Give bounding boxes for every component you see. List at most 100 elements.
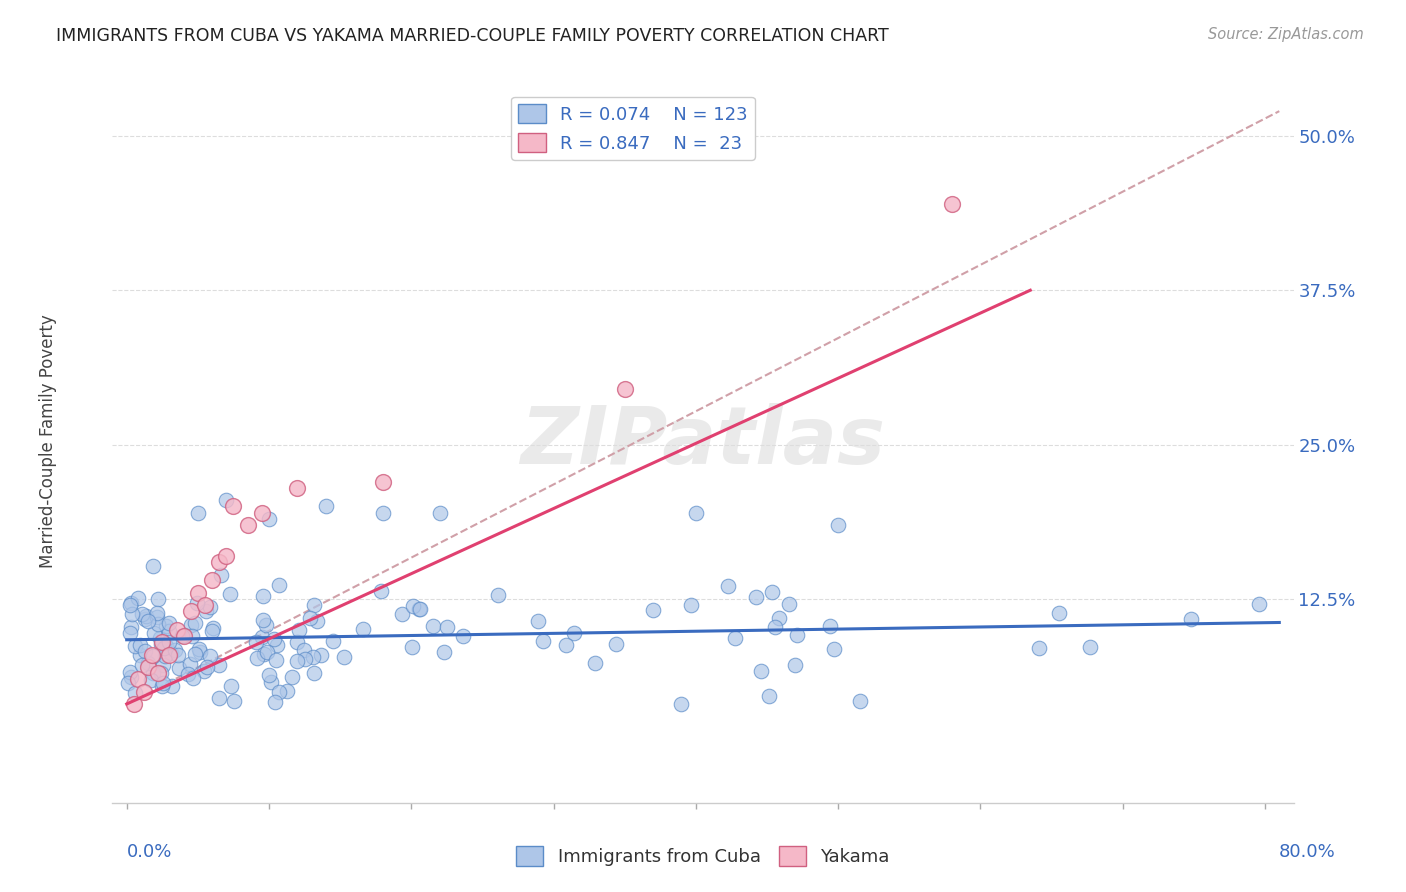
Text: ZIPatlas: ZIPatlas xyxy=(520,402,886,481)
Point xyxy=(264,695,287,709)
Point xyxy=(136,614,159,628)
Point xyxy=(219,586,242,600)
Point xyxy=(195,660,218,674)
Point xyxy=(749,664,772,678)
Point xyxy=(146,610,169,624)
Point xyxy=(786,628,808,642)
Point xyxy=(583,656,606,670)
Point xyxy=(146,606,169,620)
Point xyxy=(1047,606,1070,620)
Point xyxy=(219,680,242,694)
Point xyxy=(252,589,274,603)
Point xyxy=(141,673,163,688)
Point xyxy=(768,610,790,624)
Point xyxy=(118,598,141,612)
Point xyxy=(129,648,152,662)
Point xyxy=(276,683,298,698)
Point xyxy=(823,642,845,657)
Point xyxy=(181,671,204,685)
Point xyxy=(152,658,174,673)
Point xyxy=(179,657,201,671)
Point xyxy=(157,648,180,662)
Point xyxy=(166,648,188,662)
Point xyxy=(159,646,181,660)
Point xyxy=(134,612,156,626)
Point xyxy=(333,649,356,664)
Point xyxy=(180,604,202,618)
Point xyxy=(143,626,166,640)
Point xyxy=(281,669,304,683)
Point xyxy=(941,196,963,211)
Point xyxy=(141,648,163,662)
Point xyxy=(136,660,159,674)
Point xyxy=(201,621,224,635)
Point xyxy=(118,665,141,680)
Point xyxy=(402,599,425,613)
Point xyxy=(117,676,139,690)
Point xyxy=(401,640,423,655)
Point xyxy=(245,635,267,649)
Point xyxy=(267,578,290,592)
Point xyxy=(562,626,585,640)
Point xyxy=(758,689,780,703)
Point xyxy=(148,631,170,645)
Point xyxy=(408,602,430,616)
Point xyxy=(181,629,204,643)
Point xyxy=(685,506,707,520)
Point xyxy=(370,584,392,599)
Point xyxy=(121,607,143,621)
Point xyxy=(371,506,394,520)
Point xyxy=(180,618,202,632)
Point xyxy=(120,670,142,684)
Point xyxy=(717,579,740,593)
Point xyxy=(783,657,806,672)
Point xyxy=(1078,640,1101,654)
Point xyxy=(422,618,444,632)
Point xyxy=(131,658,153,673)
Point xyxy=(257,668,280,682)
Point xyxy=(155,639,177,653)
Point xyxy=(605,636,627,650)
Point xyxy=(246,650,269,665)
Point xyxy=(409,601,432,615)
Point xyxy=(779,597,801,611)
Point xyxy=(188,646,211,660)
Point xyxy=(201,624,224,639)
Point xyxy=(436,619,458,633)
Point xyxy=(201,574,224,588)
Point xyxy=(136,656,159,670)
Point xyxy=(761,584,783,599)
Point xyxy=(209,568,232,582)
Point xyxy=(186,597,208,611)
Point xyxy=(285,635,308,649)
Point xyxy=(132,684,155,698)
Point xyxy=(453,629,475,643)
Legend: Immigrants from Cuba, Yakama: Immigrants from Cuba, Yakama xyxy=(509,838,897,873)
Point xyxy=(149,637,172,651)
Point xyxy=(148,617,170,632)
Point xyxy=(146,666,169,681)
Point xyxy=(252,647,274,661)
Point xyxy=(150,679,173,693)
Point xyxy=(254,617,277,632)
Point xyxy=(486,588,509,602)
Point xyxy=(302,666,325,681)
Point xyxy=(187,586,209,600)
Point xyxy=(166,623,188,637)
Point xyxy=(208,657,231,672)
Point xyxy=(183,616,205,631)
Point xyxy=(429,506,451,520)
Point xyxy=(679,599,702,613)
Point xyxy=(371,475,394,489)
Point xyxy=(264,653,287,667)
Point xyxy=(188,641,211,656)
Point xyxy=(165,642,187,657)
Point xyxy=(849,694,872,708)
Point xyxy=(531,634,554,648)
Point xyxy=(263,632,285,647)
Point xyxy=(150,666,173,681)
Point xyxy=(194,604,217,618)
Point xyxy=(142,666,165,681)
Text: 80.0%: 80.0% xyxy=(1279,843,1336,861)
Point xyxy=(322,634,344,648)
